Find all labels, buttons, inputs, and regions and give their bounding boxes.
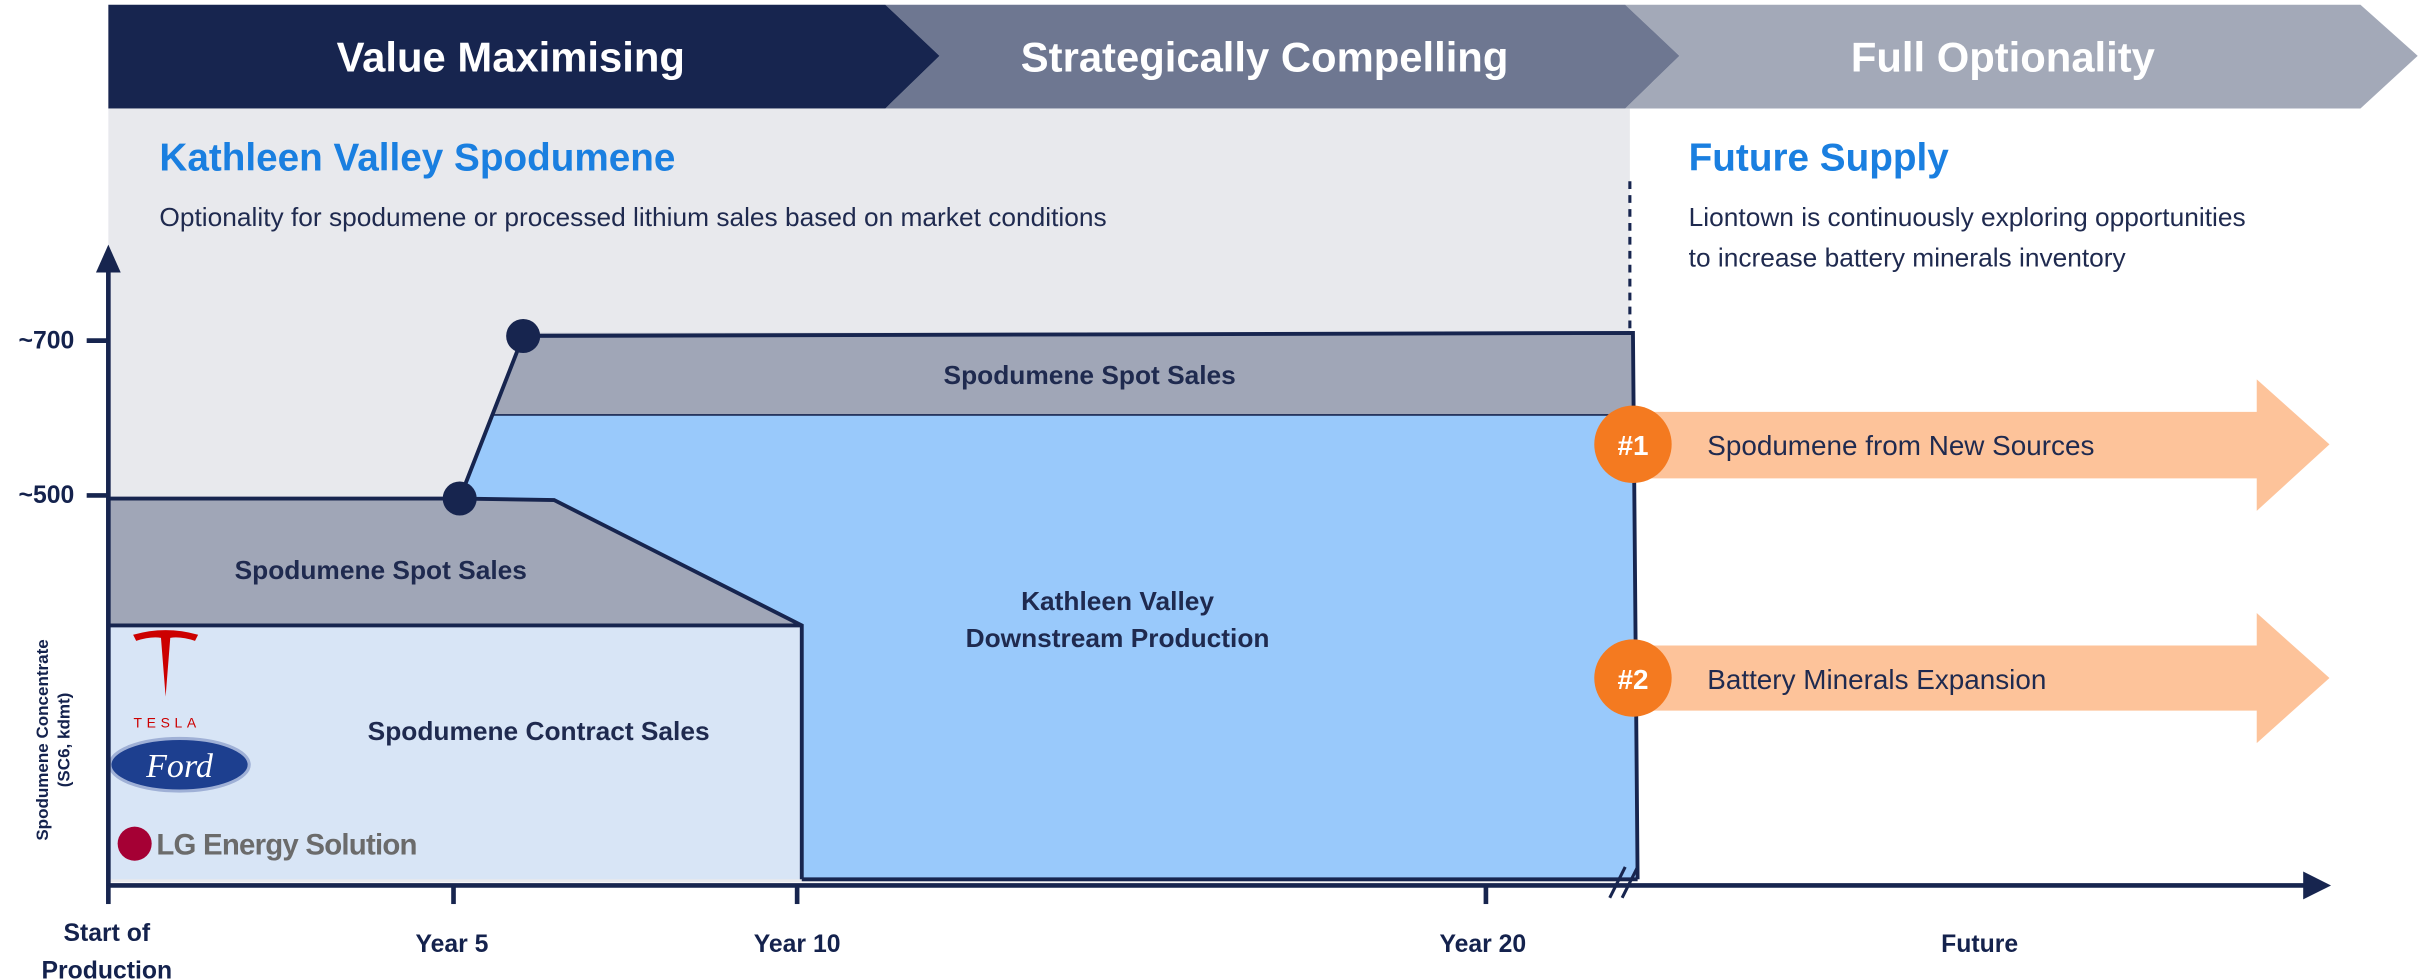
section-title: Kathleen Valley Spodumene bbox=[159, 136, 675, 179]
future-badge bbox=[1594, 405, 1672, 484]
region-downstream bbox=[459, 414, 1638, 880]
x-label: Future bbox=[1941, 931, 2018, 958]
point bbox=[506, 318, 541, 354]
logo-text: LG Energy Solution bbox=[156, 829, 416, 862]
x-label: Year 10 bbox=[754, 931, 841, 958]
section-title: Future Supply bbox=[1689, 136, 1950, 179]
section-description: Liontown is continuously exploring oppor… bbox=[1689, 202, 2246, 232]
y-label: ~700 bbox=[19, 327, 75, 354]
ticks bbox=[86, 338, 1639, 905]
region-label: Kathleen Valley bbox=[1021, 586, 1214, 616]
section-description: Optionality for spodumene or processed l… bbox=[159, 202, 1106, 232]
point bbox=[442, 481, 477, 516]
region-label: Spodumene Contract Sales bbox=[368, 716, 710, 746]
x-label: Start of bbox=[63, 920, 150, 947]
x-label: Production bbox=[41, 957, 172, 980]
x-axis-arrow bbox=[2303, 871, 2332, 900]
region-label: Spodumene Spot Sales bbox=[235, 555, 527, 585]
banner-stage bbox=[885, 4, 1680, 109]
badge-number: #2 bbox=[1617, 664, 1648, 695]
badge-number: #1 bbox=[1617, 430, 1648, 461]
section-description: to increase battery minerals inventory bbox=[1689, 242, 2127, 272]
x-label: Year 20 bbox=[1439, 931, 1526, 958]
y-axis-title: (SC6, kdmt) bbox=[55, 693, 74, 788]
logo-tesla bbox=[133, 630, 199, 697]
region-spot bbox=[492, 332, 1633, 415]
future-badge bbox=[1594, 639, 1672, 717]
logo-text: TESLA bbox=[134, 715, 201, 731]
x-label: Year 5 bbox=[415, 931, 488, 958]
logo-text: Ford bbox=[145, 748, 214, 785]
banner-stage bbox=[1625, 4, 2418, 109]
logo-lg bbox=[117, 826, 152, 861]
banner-label: Strategically Compelling bbox=[1021, 33, 1509, 80]
region-contract bbox=[108, 625, 802, 880]
banner-label: Value Maximising bbox=[337, 33, 685, 80]
region-label: Spodumene Spot Sales bbox=[944, 360, 1236, 390]
future-label: Spodumene from New Sources bbox=[1707, 430, 2094, 461]
future-label: Battery Minerals Expansion bbox=[1707, 664, 2046, 695]
y-axis-title: Spodumene Concentrate bbox=[33, 639, 52, 840]
banner-stage bbox=[108, 4, 940, 109]
region-label: Downstream Production bbox=[966, 623, 1270, 653]
y-label: ~500 bbox=[19, 482, 75, 509]
future-arrow bbox=[1632, 379, 2330, 511]
y-axis-arrow bbox=[95, 244, 121, 273]
banner-label: Full Optionality bbox=[1851, 33, 2156, 80]
region-spot bbox=[108, 498, 802, 626]
